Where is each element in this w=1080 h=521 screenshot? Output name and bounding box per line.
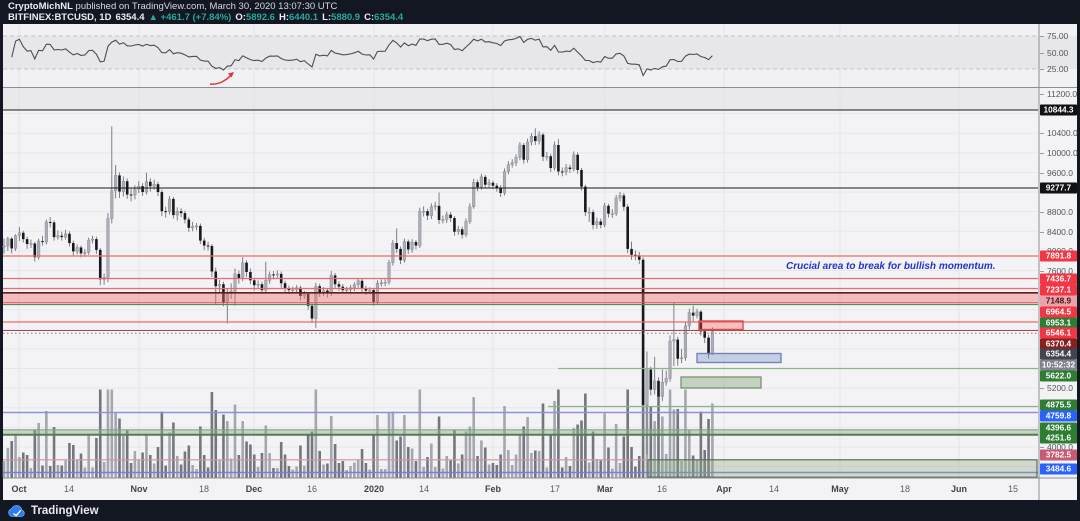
price-level-badge: 6370.4 <box>1040 338 1077 349</box>
last-price: 6354.4 <box>115 12 145 23</box>
time-axis-label: Feb <box>484 484 502 494</box>
chart-header: CryptoMichNL published on TradingView.co… <box>8 1 403 23</box>
low-value: 5880.9 <box>331 12 361 23</box>
time-axis-label: 14 <box>768 484 780 494</box>
time-axis-label: Dec <box>245 484 263 494</box>
price-scale-tick: 8400.0 <box>1047 226 1073 237</box>
tradingview-logo-text[interactable]: TradingView <box>31 505 99 517</box>
price-level-badge: 6964.5 <box>1040 306 1077 318</box>
scale-tick-mark <box>1040 172 1044 174</box>
time-axis-label: Apr <box>716 484 732 494</box>
price-level-badge: 3782.5 <box>1040 449 1077 460</box>
zone-fills <box>3 293 1038 435</box>
countdown-badge: 10:52:32 <box>1040 359 1077 370</box>
scale-tick-mark <box>1040 212 1044 213</box>
high-value: 6440.1 <box>289 12 319 23</box>
time-axis-label: May <box>831 484 849 494</box>
time-axis-label: 17 <box>549 484 561 494</box>
scale-tick-mark <box>1040 270 1044 272</box>
symbol-line: BITFINEX:BTCUSD, 1D 6354.4 ▲ +461.7 (+7.84… <box>8 12 403 23</box>
time-axis-label: Nov <box>130 484 148 494</box>
price-level-badge: 7237.1 <box>1040 284 1077 296</box>
rsi-arrow-annotation[interactable] <box>209 72 234 85</box>
time-axis-label: 15 <box>1007 484 1019 494</box>
high-label: H: <box>278 12 289 23</box>
time-axis-label: 14 <box>418 484 430 494</box>
byline-text: published on TradingView.com, March 30, … <box>72 1 338 12</box>
price-level-badge: 4875.5 <box>1040 399 1077 411</box>
price-level-badge: 7148.9 <box>1040 295 1077 307</box>
scale-tick-mark <box>1040 388 1044 389</box>
price-level-badge: 9277.7 <box>1040 182 1077 194</box>
rsi-line <box>11 35 713 77</box>
rsi-scale-tick: 25.00 <box>1047 64 1069 74</box>
tradingview-logo[interactable] <box>8 504 26 518</box>
price-level-badge: 5622.0 <box>1040 370 1077 381</box>
price-scale-tick: 10400.0 <box>1047 128 1078 138</box>
price-level-badge: 6546.1 <box>1040 327 1077 339</box>
scale-tick-mark <box>1040 69 1044 70</box>
rsi-scale-tick: 50.00 <box>1047 47 1069 58</box>
price-level-badge: 7891.8 <box>1040 250 1077 262</box>
time-axis-label: 14 <box>63 484 75 494</box>
time-axis-label: Oct <box>11 484 27 494</box>
open-value: 5892.6 <box>245 12 275 23</box>
price-scale-tick: 10000.0 <box>1047 148 1078 158</box>
low-label: L: <box>322 12 332 23</box>
time-axis-label: 18 <box>198 484 210 494</box>
chart-annotation-text[interactable]: Crucial area to break for bullish moment… <box>786 261 996 272</box>
price-scale-tick: 9600.0 <box>1047 167 1073 178</box>
price-level-badge: 6354.4 <box>1040 348 1077 360</box>
time-axis-label: 2020 <box>363 484 385 494</box>
time-axis-label: 16 <box>656 484 668 494</box>
price-level-badge: 7436.7 <box>1040 273 1077 285</box>
price-level-badge: 10844.3 <box>1040 104 1077 116</box>
author-name: CryptoMichNL <box>8 1 73 12</box>
price-level-badge: 4251.6 <box>1040 432 1077 444</box>
volume-series <box>2 389 714 478</box>
byline: CryptoMichNL published on TradingView.co… <box>8 1 403 12</box>
scale-tick-mark <box>1040 36 1044 37</box>
scale-tick-mark <box>1040 153 1044 154</box>
price-scale-tick: 11200.0 <box>1047 89 1078 99</box>
price-scale-tick: 8800.0 <box>1047 207 1073 217</box>
price-level-badge: 4396.6 <box>1040 422 1077 434</box>
price-change: ▲ +461.7 (+7.84%) <box>148 12 232 23</box>
price-scale-tick: 7600.0 <box>1047 265 1073 276</box>
price-scale-tick: 4000.0 <box>1047 442 1073 452</box>
time-axis-label: 16 <box>306 484 318 494</box>
scale-tick-mark <box>1040 447 1044 448</box>
open-label: O: <box>235 12 246 23</box>
footer-bar: TradingView <box>8 503 99 519</box>
close-label: C: <box>364 12 375 23</box>
support-resistance-lines[interactable] <box>3 109 1038 474</box>
scale-tick-mark <box>1040 52 1044 54</box>
scale-tick-mark <box>1040 133 1044 134</box>
scale-tick-mark <box>1040 231 1044 233</box>
close-value: 6354.4 <box>374 12 404 23</box>
scale-tick-mark <box>1040 94 1044 95</box>
price-level-badge: 3484.6 <box>1040 463 1077 475</box>
symbol-label: BITFINEX:BTCUSD, 1D <box>8 12 112 23</box>
zone-boxes[interactable] <box>647 320 1038 478</box>
time-axis-label: 18 <box>899 484 911 494</box>
price-level-badge: 4759.8 <box>1040 410 1077 422</box>
time-axis-label: Mar <box>596 484 614 494</box>
rsi-scale-tick: 75.00 <box>1047 31 1069 41</box>
price-level-badge: 6953.1 <box>1040 317 1077 328</box>
time-axis-label: Jun <box>950 484 968 494</box>
price-scale-tick: 5200.0 <box>1047 383 1073 393</box>
